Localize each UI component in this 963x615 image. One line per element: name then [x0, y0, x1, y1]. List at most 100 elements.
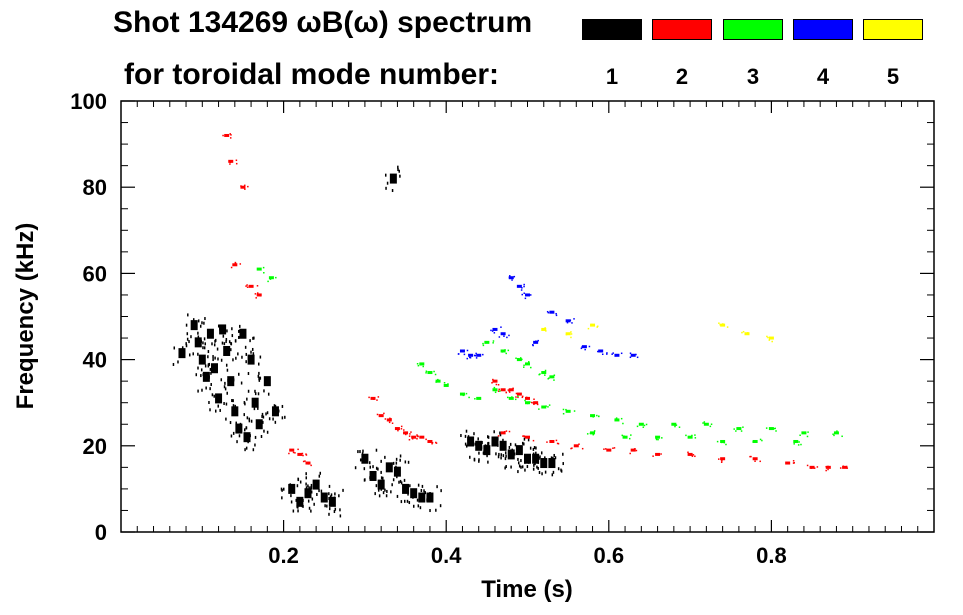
- data-speckle: [436, 485, 438, 489]
- data-speckle: [499, 433, 502, 437]
- data-speckle: [733, 428, 735, 430]
- data-point: [215, 393, 223, 404]
- data-point: [565, 319, 571, 323]
- data-speckle: [424, 491, 427, 495]
- data-speckle: [541, 329, 544, 331]
- data-speckle: [541, 472, 543, 476]
- data-speckle: [186, 337, 189, 341]
- data-speckle: [328, 492, 330, 496]
- data-speckle: [254, 389, 256, 393]
- data-speckle: [297, 448, 299, 451]
- data-point: [251, 397, 259, 408]
- data-speckle: [400, 428, 403, 430]
- data-speckle: [385, 186, 387, 190]
- data-speckle: [493, 430, 495, 434]
- data-speckle: [257, 392, 260, 396]
- data-speckle: [592, 416, 594, 418]
- data-speckle: [478, 459, 480, 463]
- data-speckle: [798, 441, 800, 443]
- data-speckle: [545, 405, 547, 407]
- data-point: [549, 375, 555, 379]
- data-speckle: [235, 356, 237, 360]
- data-speckle: [462, 394, 465, 397]
- data-speckle: [537, 466, 539, 470]
- data-speckle: [230, 434, 233, 438]
- data-point: [231, 406, 239, 417]
- data-speckle: [518, 464, 521, 468]
- data-speckle: [288, 452, 290, 455]
- data-speckle: [536, 459, 538, 463]
- data-speckle: [655, 453, 658, 455]
- data-speckle: [307, 484, 309, 488]
- data-speckle: [825, 469, 827, 472]
- data-speckle: [185, 342, 187, 346]
- data-speckle: [226, 368, 229, 372]
- data-speckle: [267, 392, 270, 396]
- data-point: [524, 453, 531, 464]
- data-speckle: [296, 484, 299, 488]
- data-point: [385, 462, 393, 473]
- data-speckle: [629, 452, 631, 455]
- data-point: [228, 159, 234, 163]
- data-speckle: [460, 434, 462, 438]
- data-speckle: [652, 455, 654, 457]
- data-speckle: [195, 320, 197, 324]
- data-speckle: [545, 330, 547, 332]
- data-speckle: [571, 322, 573, 324]
- data-speckle: [469, 356, 472, 359]
- data-speckle: [232, 431, 235, 435]
- data-speckle: [201, 321, 203, 325]
- data-speckle: [508, 276, 511, 279]
- data-speckle: [578, 443, 580, 445]
- data-speckle: [655, 437, 658, 440]
- data-speckle: [773, 427, 775, 430]
- data-speckle: [416, 434, 418, 436]
- data-speckle: [827, 465, 829, 468]
- x-axis-label: Time (s): [481, 576, 573, 603]
- series-mode-4: [457, 275, 639, 360]
- data-point: [508, 396, 514, 400]
- data-speckle: [493, 332, 496, 334]
- data-speckle: [248, 419, 251, 423]
- data-point: [687, 452, 693, 456]
- data-point: [590, 431, 596, 435]
- data-speckle: [301, 452, 304, 455]
- data-speckle: [493, 386, 496, 389]
- data-point: [825, 465, 831, 469]
- data-point: [533, 340, 539, 344]
- data-speckle: [499, 431, 501, 435]
- data-speckle: [527, 460, 530, 464]
- data-point: [240, 185, 246, 189]
- data-speckle: [761, 439, 763, 442]
- data-speckle: [320, 489, 323, 493]
- data-speckle: [389, 463, 391, 467]
- data-point: [500, 349, 506, 353]
- data-speckle: [333, 496, 336, 500]
- data-speckle: [328, 497, 330, 501]
- data-speckle: [423, 489, 425, 493]
- data-point: [468, 353, 474, 357]
- data-speckle: [657, 453, 659, 455]
- data-speckle: [207, 355, 209, 359]
- data-speckle: [394, 469, 396, 473]
- data-speckle: [560, 468, 562, 472]
- data-speckle: [550, 456, 553, 460]
- data-speckle: [570, 331, 572, 333]
- data-speckle: [244, 184, 246, 187]
- data-speckle: [622, 422, 624, 425]
- data-speckle: [635, 353, 637, 356]
- data-speckle: [721, 459, 723, 462]
- data-speckle: [498, 388, 500, 391]
- data-speckle: [703, 421, 706, 423]
- data-speckle: [475, 357, 478, 359]
- data-speckle: [318, 474, 321, 478]
- data-speckle: [825, 465, 827, 468]
- data-point: [243, 432, 251, 443]
- data-speckle: [521, 395, 524, 398]
- data-speckle: [806, 435, 809, 438]
- data-point: [525, 396, 530, 400]
- data-speckle: [416, 362, 419, 365]
- data-speckle: [604, 448, 607, 450]
- data-point: [565, 409, 571, 413]
- data-speckle: [208, 362, 211, 366]
